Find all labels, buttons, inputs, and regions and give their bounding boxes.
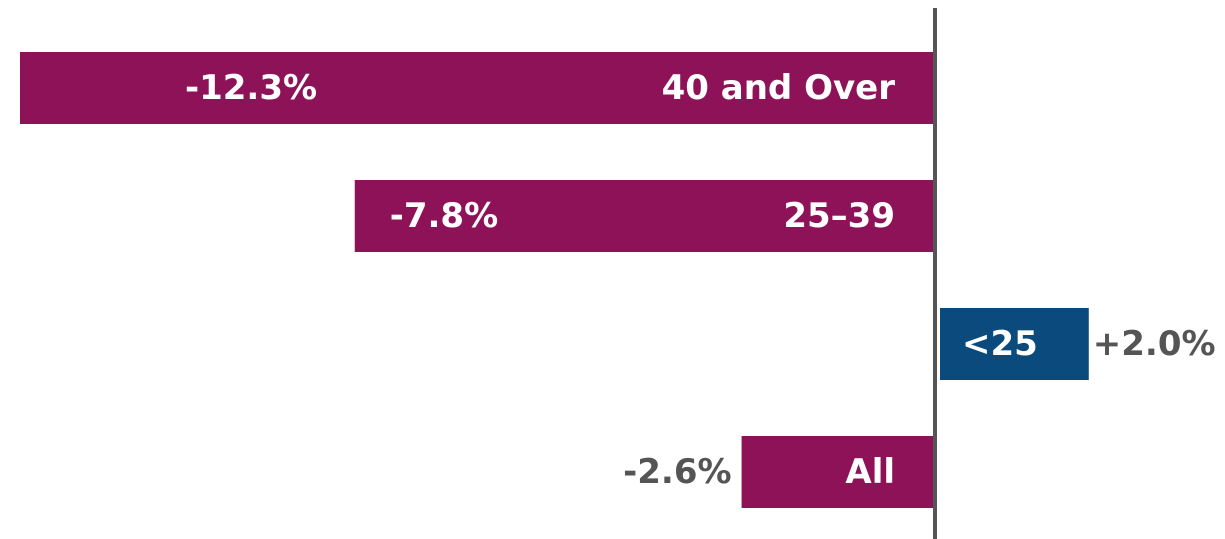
value-label: -12.3%	[185, 68, 317, 108]
category-label: 25–39	[783, 196, 895, 236]
bar	[741, 436, 935, 508]
bar	[20, 52, 935, 124]
category-label: All	[845, 452, 895, 492]
category-label: <25	[962, 324, 1038, 364]
bar	[940, 308, 1089, 380]
value-label: -2.6%	[623, 452, 731, 492]
bar	[354, 180, 935, 252]
category-label: 40 and Over	[662, 68, 896, 108]
value-label: -7.8%	[390, 196, 498, 236]
value-label: +2.0%	[1093, 324, 1216, 364]
